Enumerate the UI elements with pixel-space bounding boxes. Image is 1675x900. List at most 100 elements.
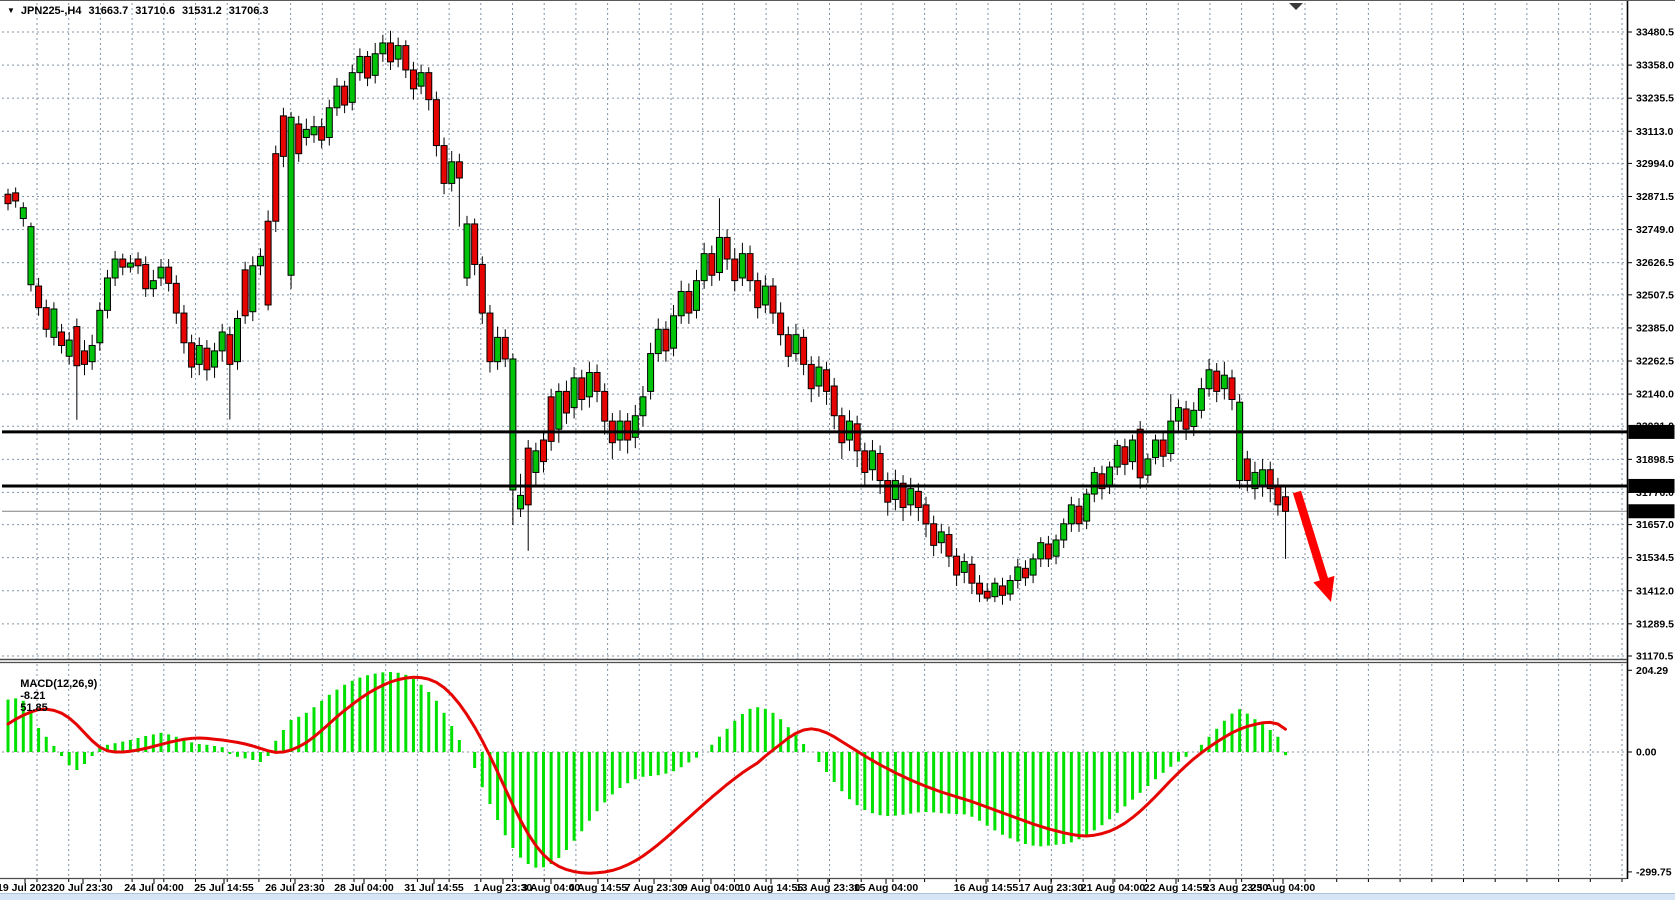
candle	[1220, 361, 1228, 400]
macd-pane	[6, 672, 1288, 875]
macd-signal-line	[6, 675, 1287, 875]
candle	[287, 111, 295, 289]
trend-arrow-annotation[interactable]	[1292, 490, 1335, 602]
candle	[241, 261, 249, 324]
candle	[792, 323, 800, 362]
candle	[1029, 553, 1037, 584]
macd-value-main: -8.21	[20, 690, 46, 702]
candle	[1113, 440, 1121, 476]
candle	[134, 252, 142, 274]
macd-tick-label: 0.00	[1636, 747, 1657, 759]
candle	[501, 329, 509, 368]
candle	[50, 302, 58, 346]
candle	[364, 51, 372, 87]
candle	[486, 304, 494, 373]
candle	[968, 556, 976, 594]
candle	[1067, 496, 1075, 532]
candle	[471, 218, 479, 276]
candle	[777, 302, 785, 346]
candle	[1098, 465, 1106, 500]
time-tick-label: 16 Aug 14:55	[954, 882, 1019, 894]
price-tick-label: 32140.0	[1636, 389, 1674, 401]
candle	[394, 37, 402, 68]
candle	[1236, 394, 1244, 489]
time-tick-label: 23 Aug 23:30	[1204, 882, 1269, 894]
price-tick-label: 33235.5	[1636, 93, 1674, 105]
candle	[585, 361, 593, 408]
candle	[976, 575, 984, 603]
candle	[715, 198, 723, 281]
candle	[884, 472, 892, 516]
candle	[318, 118, 326, 149]
candle	[1106, 461, 1114, 495]
candle	[119, 253, 127, 276]
chart-titlebar: ▼ JPN225-,H4 31663.7 31710.6 31531.2 317…	[7, 4, 276, 18]
price-badge: 32000.0	[1628, 424, 1675, 439]
candle	[58, 323, 66, 354]
candle	[922, 496, 930, 538]
candle	[379, 34, 387, 62]
candle	[654, 318, 662, 362]
price-tick-label: 31412.0	[1636, 585, 1674, 597]
price-tick-label: 32262.5	[1636, 356, 1674, 368]
candle	[945, 526, 953, 567]
candle	[524, 440, 532, 551]
candles-group	[4, 30, 1290, 605]
price-tick-label: 32507.5	[1636, 289, 1674, 301]
time-tick-label: 24 Jul 04:00	[124, 882, 184, 894]
candle	[914, 483, 922, 522]
candle	[409, 61, 417, 100]
candle	[256, 248, 264, 276]
candle	[4, 188, 12, 211]
candle	[81, 340, 88, 376]
candle	[35, 277, 43, 316]
candle	[608, 413, 616, 459]
candle	[218, 323, 226, 362]
candle	[1167, 394, 1175, 462]
candle	[234, 310, 241, 370]
candle	[226, 326, 234, 420]
time-tick-label: 10 Aug 14:55	[739, 882, 804, 894]
candle	[463, 215, 471, 287]
candle	[27, 222, 35, 292]
candle	[868, 440, 876, 481]
candle	[708, 245, 716, 287]
macd-indicator-label: MACD(12,26,9) -8.21 51.85	[8, 666, 103, 726]
macd-tick-label: 204.29	[1636, 665, 1668, 677]
candle	[1213, 363, 1221, 403]
candle	[295, 115, 303, 162]
symbol-menu-icon[interactable]: ▼	[7, 6, 15, 15]
candle	[670, 304, 678, 357]
candle	[1052, 534, 1060, 565]
candle	[601, 383, 609, 435]
candle	[631, 404, 639, 449]
candle	[930, 515, 938, 557]
price-tick-label: 33480.5	[1636, 27, 1674, 39]
price-tick-label: 32626.5	[1636, 257, 1674, 269]
candle	[532, 442, 540, 486]
candle	[203, 340, 211, 381]
candle	[1075, 498, 1083, 532]
price-axis[interactable]: 33480.5 33358.0 33235.5 33113.0 32994.0 32871…	[1627, 27, 1675, 879]
pane-borders	[0, 1, 1629, 880]
svg-text:31706.3: 31706.3	[1633, 506, 1671, 518]
price-badge: 31800.0	[1628, 478, 1675, 493]
price-tick-label: 32994.0	[1636, 158, 1674, 170]
candle	[677, 280, 685, 324]
time-axis[interactable]: 19 Jul 2023 20 Jul 23:30 24 Jul 04:00 25 Ju…	[0, 879, 1623, 894]
macd-tick-label: -299.75	[1636, 866, 1672, 878]
quote-low: 31531.2	[182, 5, 222, 17]
candle	[830, 377, 838, 430]
time-tick-label: 21 Aug 04:00	[1081, 882, 1146, 894]
time-tick-label: 25 Aug 04:00	[1251, 882, 1316, 894]
shift-marker-icon	[1289, 3, 1303, 10]
candle	[1060, 518, 1068, 549]
candle	[555, 383, 563, 443]
time-tick-label: 1 Aug 23:30	[474, 882, 533, 894]
candle	[517, 473, 525, 518]
time-tick-label: 28 Jul 04:00	[334, 882, 394, 894]
candle	[333, 78, 341, 116]
candle	[746, 245, 754, 292]
candle	[126, 254, 134, 273]
